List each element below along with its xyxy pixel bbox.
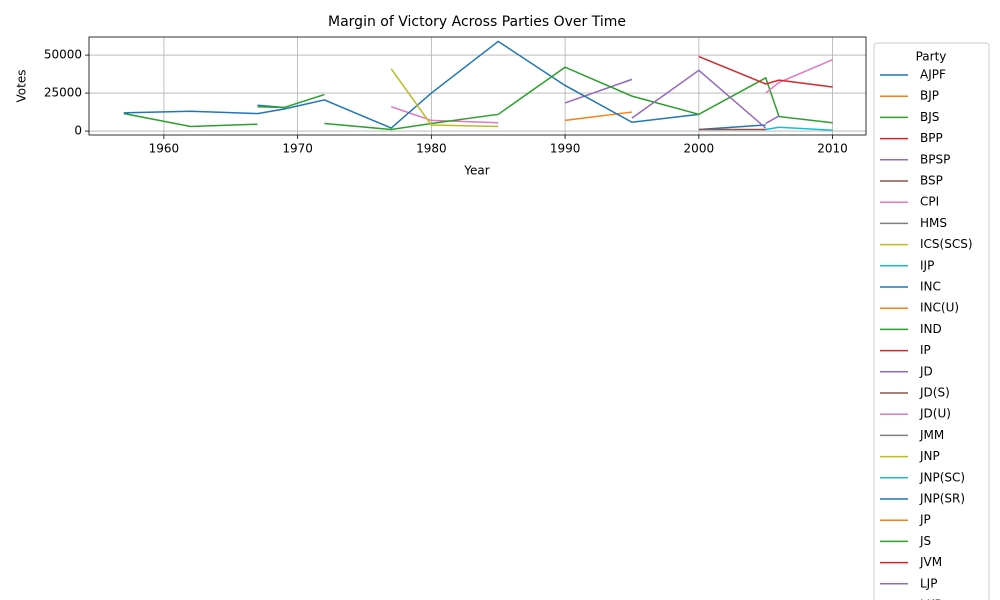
legend-label: AJPF: [920, 68, 946, 82]
legend-label: JNP: [919, 449, 940, 463]
legend-label: BPSP: [920, 152, 950, 166]
series-line: [698, 55, 833, 88]
legend-label: JP: [919, 513, 931, 527]
x-tick-label: 2010: [817, 142, 848, 156]
x-tick-label: 1980: [416, 142, 447, 156]
legend-label: JD(S): [919, 386, 950, 400]
series-line: [631, 69, 767, 129]
y-tick-label: 0: [74, 124, 82, 138]
series-line: [123, 112, 258, 128]
legend-box: [873, 42, 990, 600]
legend-label: JNP(SR): [919, 492, 965, 506]
series-line: [564, 78, 633, 104]
y-axis-label: Votes: [15, 70, 29, 103]
plot-frame: [88, 36, 867, 136]
series-line: [765, 115, 780, 125]
legend-label: JS: [919, 534, 931, 548]
legend-label: JD(U): [919, 407, 951, 421]
legend-label: LKD: [920, 598, 944, 600]
y-tick-label: 50000: [44, 48, 82, 62]
legend-label: JD: [919, 364, 933, 378]
legend-label: INC(U): [920, 301, 959, 315]
legend-label: JMM: [919, 428, 944, 442]
chart-title: Margin of Victory Across Parties Over Ti…: [328, 14, 626, 30]
series-line: [765, 126, 833, 132]
legend-label: BJP: [920, 89, 939, 103]
legend-label: BJS: [920, 110, 939, 124]
x-tick-label: 1970: [282, 142, 313, 156]
series-line: [698, 124, 766, 131]
legend-label: IND: [920, 322, 942, 336]
y-tick-label: 25000: [44, 86, 82, 100]
legend-title: Party: [916, 50, 947, 64]
legend-label: INC: [920, 280, 941, 294]
legend-label: ICS(SCS): [920, 237, 973, 251]
series-line: [565, 111, 633, 122]
legend-label: JNP(SC): [919, 470, 965, 484]
legend-label: JVM: [919, 555, 942, 569]
legend-label: IJP: [920, 258, 934, 272]
x-tick-label: 1990: [550, 142, 581, 156]
series-line: [765, 58, 833, 94]
x-tick-label: 1960: [149, 142, 180, 156]
legend-label: CPI: [920, 195, 939, 209]
legend-label: BSP: [920, 174, 943, 188]
x-tick-label: 2000: [684, 142, 715, 156]
series-line: [257, 93, 325, 109]
legend-label: HMS: [920, 216, 947, 230]
series-line: [324, 66, 833, 131]
legend-label: BPP: [920, 131, 943, 145]
series-line: [123, 40, 699, 129]
series-line: [390, 68, 499, 128]
legend-label: LJP: [920, 576, 937, 590]
legend-label: IP: [920, 343, 931, 357]
x-axis-label: Year: [463, 164, 489, 178]
series-line: [390, 106, 499, 124]
